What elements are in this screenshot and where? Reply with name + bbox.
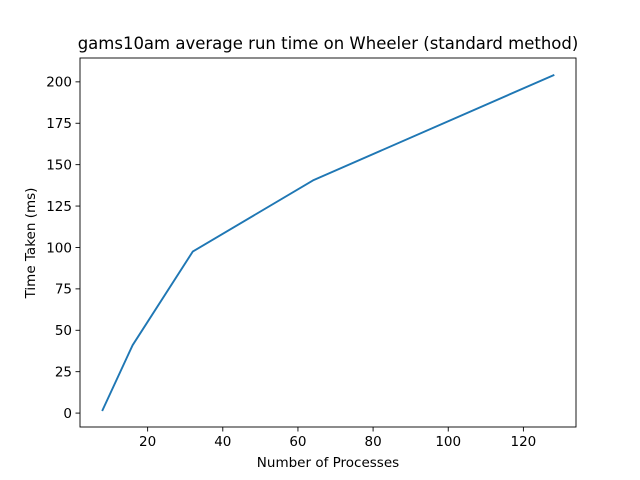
series-line [101,73,555,412]
series-layer [101,73,555,412]
x-tick-label: 40 [214,434,231,450]
y-tick-label: 200 [46,75,72,91]
y-tick-label: 125 [46,199,72,215]
y-tick-label: 50 [55,323,72,339]
plot-frame [79,57,577,428]
y-tick-label: 75 [55,282,72,298]
y-axis: 0 25 50 75 100 125 150 175 200 [46,75,80,422]
x-tick-label: 120 [511,434,537,450]
x-tick-label: 100 [435,434,461,450]
y-tick-label: 175 [46,116,72,132]
y-tick-label: 150 [46,157,72,173]
x-axis: 20 40 60 80 100 120 [139,427,536,450]
y-tick-label: 100 [46,240,72,256]
x-tick-label: 80 [364,434,381,450]
x-tick-label: 60 [289,434,306,450]
x-tick-label: 20 [139,434,156,450]
y-tick-label: 25 [55,364,72,380]
chart-title: gams10am average run time on Wheeler (st… [78,34,579,53]
y-tick-label: 0 [63,406,72,422]
y-axis-label: Time Taken (ms) [23,188,39,300]
x-axis-label: Number of Processes [257,455,399,471]
